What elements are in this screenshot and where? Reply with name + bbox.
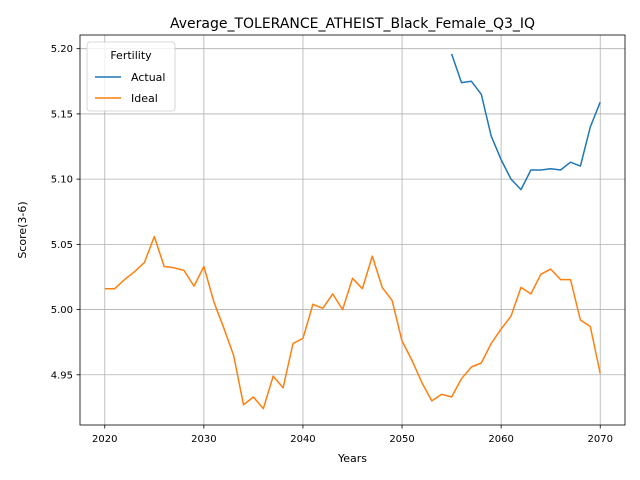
series-line-actual	[450, 53, 601, 191]
legend-box	[86, 41, 176, 112]
y-tick-label: 5.05	[51, 240, 73, 251]
series-lines	[104, 53, 601, 410]
y-axis-ticks: 4.95 5.00 5.05 5.10 5.15 5.20	[51, 44, 80, 381]
x-axis-ticks: 2020 2030 2040 2050 2060 2070	[92, 425, 613, 445]
chart-title: Average_TOLERANCE_ATHEIST_Black_Female_Q…	[170, 16, 535, 32]
y-tick-label: 5.15	[51, 109, 73, 120]
y-tick-label: 4.95	[51, 370, 73, 381]
y-tick-label: 5.10	[51, 175, 73, 186]
grid-lines	[80, 35, 625, 425]
x-tick-label: 2070	[588, 434, 613, 445]
x-axis-title: Years	[337, 452, 367, 465]
x-tick-label: 2020	[92, 434, 117, 445]
y-tick-label: 5.00	[51, 305, 73, 316]
x-tick-label: 2060	[488, 434, 513, 445]
legend: Fertility Actual Ideal	[86, 41, 176, 112]
x-tick-label: 2040	[290, 434, 315, 445]
legend-label-ideal: Ideal	[131, 92, 158, 105]
y-axis-title: Score(3-6)	[16, 201, 29, 258]
x-tick-label: 2030	[191, 434, 216, 445]
y-tick-label: 5.20	[51, 44, 73, 55]
x-tick-label: 2050	[389, 434, 414, 445]
plot-area-frame	[79, 34, 626, 426]
series-line-ideal	[104, 235, 601, 410]
legend-label-actual: Actual	[131, 71, 165, 84]
legend-items: Actual Ideal	[95, 71, 165, 105]
legend-title: Fertility	[110, 49, 152, 62]
